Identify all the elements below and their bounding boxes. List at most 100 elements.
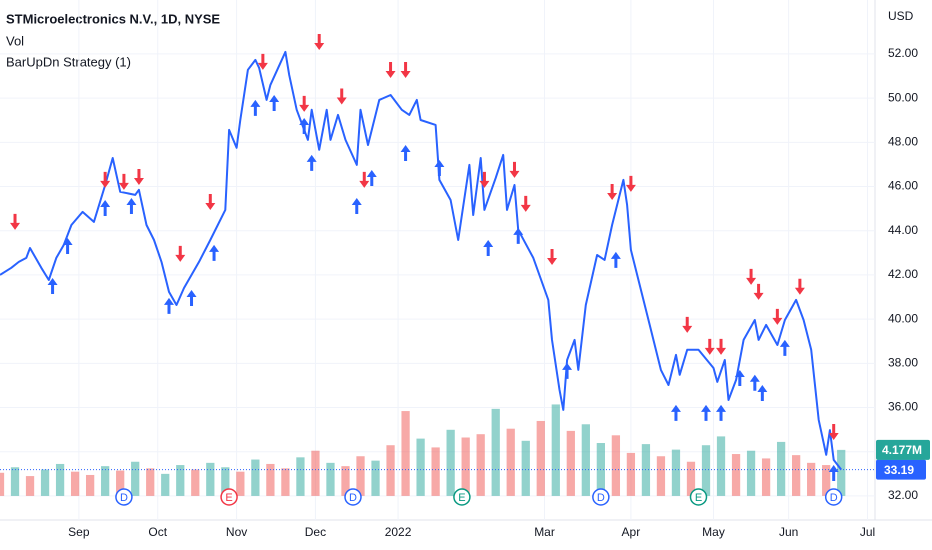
- buy-arrow: [366, 169, 377, 186]
- buy-arrow: [828, 464, 839, 481]
- event-label: D: [597, 492, 605, 504]
- y-tick-label: 48.00: [888, 134, 918, 148]
- volume-bar: [431, 447, 440, 496]
- sell-arrow: [794, 278, 805, 295]
- volume-bar: [10, 467, 20, 496]
- buy-arrow: [434, 160, 445, 176]
- volume-bar: [131, 461, 140, 496]
- event-label: E: [695, 492, 702, 504]
- volume-bar: [116, 470, 125, 496]
- x-tick-label: Mar: [534, 525, 555, 539]
- y-tick-label: 40.00: [888, 311, 918, 325]
- volume-bar: [251, 459, 260, 496]
- volume-bar: [686, 461, 696, 496]
- volume-badge-label: 4.177M: [882, 443, 922, 457]
- buy-arrow: [47, 278, 58, 295]
- volume-bar: [746, 450, 756, 496]
- volume-bar: [176, 465, 185, 496]
- volume-bar: [311, 450, 320, 496]
- event-badge: [453, 488, 471, 506]
- event-label: D: [830, 492, 838, 504]
- volume-bar: [656, 456, 666, 496]
- volume-bar: [416, 438, 425, 496]
- event-badge: [220, 488, 238, 506]
- buy-arrow: [610, 251, 621, 268]
- buy-arrow: [400, 144, 411, 161]
- buy-arrow: [306, 154, 317, 171]
- volume-bar: [611, 435, 621, 496]
- buy-arrow: [716, 404, 727, 421]
- volume-bar: [506, 428, 515, 496]
- x-tick-label: May: [702, 525, 725, 539]
- volume-bar: [161, 473, 170, 496]
- sell-arrow: [509, 161, 520, 178]
- buy-arrow: [701, 404, 712, 421]
- event-label: D: [349, 492, 357, 504]
- volume-bar: [236, 471, 245, 496]
- volume-bar: [0, 472, 5, 496]
- volume-bar: [521, 440, 530, 496]
- y-tick-label: 38.00: [888, 355, 918, 369]
- volume-bar: [296, 457, 305, 496]
- x-tick-label: Dec: [305, 525, 326, 539]
- sell-arrow: [682, 316, 693, 333]
- volume-bar: [671, 449, 681, 496]
- event-badge: [824, 488, 843, 506]
- volume-bar: [551, 404, 560, 496]
- buy-arrow: [757, 384, 768, 401]
- volume-bar: [101, 466, 110, 496]
- y-tick-label: 42.00: [888, 267, 918, 281]
- buy-arrow: [163, 297, 174, 314]
- volume-legend: Vol: [6, 33, 24, 48]
- buy-arrow: [299, 118, 310, 135]
- x-tick-label: Nov: [226, 525, 247, 539]
- buy-arrow: [734, 369, 745, 386]
- sell-arrow: [133, 168, 144, 185]
- volume-bar: [341, 466, 350, 496]
- volume-bar: [731, 454, 741, 496]
- buy-arrow: [100, 200, 111, 216]
- volume-bar: [371, 460, 380, 496]
- x-tick-label: Apr: [622, 525, 641, 539]
- volume-bar: [761, 458, 771, 496]
- volume-bar: [792, 455, 801, 496]
- volume-bar: [326, 462, 335, 496]
- sell-arrow: [607, 184, 618, 200]
- buy-arrow: [186, 289, 197, 306]
- price-badge-label: 33.19: [884, 463, 914, 477]
- volume-bar: [566, 430, 575, 496]
- sell-arrow: [753, 283, 764, 300]
- y-tick-label: 32.00: [888, 488, 918, 502]
- volume-bar: [266, 463, 275, 496]
- sell-arrow: [10, 213, 21, 230]
- event-label: D: [120, 492, 128, 504]
- volume-bar: [221, 467, 230, 496]
- volume-bar: [476, 434, 485, 496]
- event-badge: [592, 488, 610, 506]
- chart-title: STMicroelectronics N.V., 1D, NYSE: [6, 11, 220, 26]
- volume-bar: [386, 445, 395, 496]
- volume-bar: [356, 456, 365, 496]
- event-badge: [344, 488, 362, 506]
- y-tick-label: 50.00: [888, 90, 918, 104]
- volume-bar: [807, 462, 816, 496]
- volume-bar: [491, 408, 500, 496]
- event-label: E: [458, 492, 465, 504]
- volume-bar: [206, 462, 215, 496]
- volume-bar: [626, 452, 636, 496]
- strategy-legend: BarUpDn Strategy (1): [6, 54, 131, 69]
- buy-arrow: [209, 244, 220, 261]
- buy-arrow: [483, 240, 494, 256]
- y-tick-label: 36.00: [888, 400, 918, 414]
- volume-bar: [25, 476, 35, 496]
- volume-bar: [776, 441, 786, 496]
- buy-arrow: [749, 374, 760, 391]
- x-tick-label: 2022: [385, 525, 412, 539]
- buy-arrow: [779, 339, 790, 356]
- volume-bar: [146, 468, 155, 496]
- sell-arrow: [479, 171, 490, 188]
- sell-arrow: [299, 95, 310, 112]
- x-tick-label: Jun: [779, 525, 798, 539]
- volume-bar: [701, 445, 711, 496]
- sell-arrow: [175, 245, 186, 262]
